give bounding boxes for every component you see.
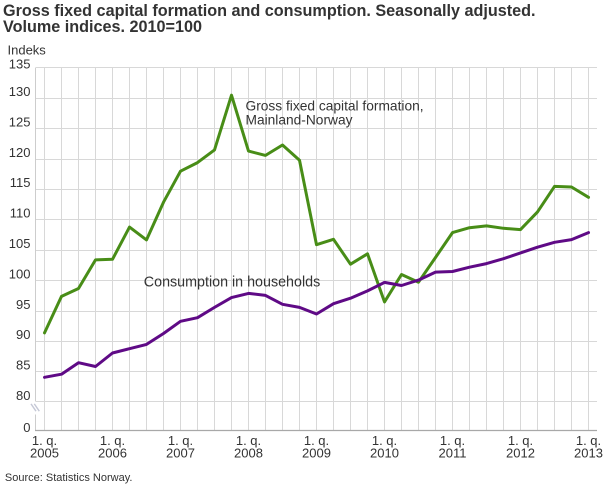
- svg-text:100: 100: [9, 266, 31, 281]
- svg-text:115: 115: [10, 175, 31, 190]
- svg-text:Mainland-Norway: Mainland-Norway: [246, 113, 353, 128]
- svg-text:90: 90: [16, 327, 30, 342]
- svg-text:1. q.: 1. q.: [440, 433, 465, 448]
- svg-text:Source: Statistics Norway.: Source: Statistics Norway.: [5, 472, 133, 484]
- svg-text:1. q.: 1. q.: [576, 433, 601, 448]
- svg-text:2006: 2006: [98, 446, 127, 461]
- svg-text:2005: 2005: [30, 446, 59, 461]
- svg-text:85: 85: [16, 358, 30, 373]
- svg-text:2010: 2010: [370, 446, 399, 461]
- svg-text:Indeks: Indeks: [8, 43, 47, 58]
- svg-text:Consumption in households: Consumption in households: [144, 274, 320, 290]
- svg-text:2013: 2013: [574, 446, 603, 461]
- svg-text:1. q.: 1. q.: [100, 433, 125, 448]
- svg-text:95: 95: [16, 297, 30, 312]
- svg-text:125: 125: [9, 114, 31, 129]
- svg-text:1. q.: 1. q.: [372, 433, 397, 448]
- svg-text:2011: 2011: [439, 446, 467, 461]
- svg-text:2009: 2009: [302, 446, 331, 461]
- svg-text:1. q.: 1. q.: [236, 433, 261, 448]
- svg-text:Gross fixed capital formation: Gross fixed capital formation and consum…: [3, 2, 536, 20]
- svg-text:1. q.: 1. q.: [304, 433, 329, 448]
- svg-text:120: 120: [9, 145, 31, 160]
- svg-text:1. q.: 1. q.: [168, 433, 193, 448]
- svg-text:0: 0: [23, 420, 30, 435]
- svg-text:110: 110: [10, 206, 31, 221]
- svg-text:105: 105: [9, 236, 31, 251]
- svg-text:1. q.: 1. q.: [508, 433, 533, 448]
- svg-text:Volume indices. 2010=100: Volume indices. 2010=100: [3, 18, 202, 36]
- svg-text:1. q.: 1. q.: [32, 433, 57, 448]
- svg-text:130: 130: [9, 84, 31, 99]
- svg-text:80: 80: [16, 388, 30, 403]
- svg-text:2012: 2012: [506, 446, 535, 461]
- svg-text:135: 135: [9, 56, 31, 71]
- svg-text:Gross fixed capital formation,: Gross fixed capital formation,: [246, 98, 424, 113]
- svg-text:2007: 2007: [166, 446, 195, 461]
- svg-text:2008: 2008: [234, 446, 263, 461]
